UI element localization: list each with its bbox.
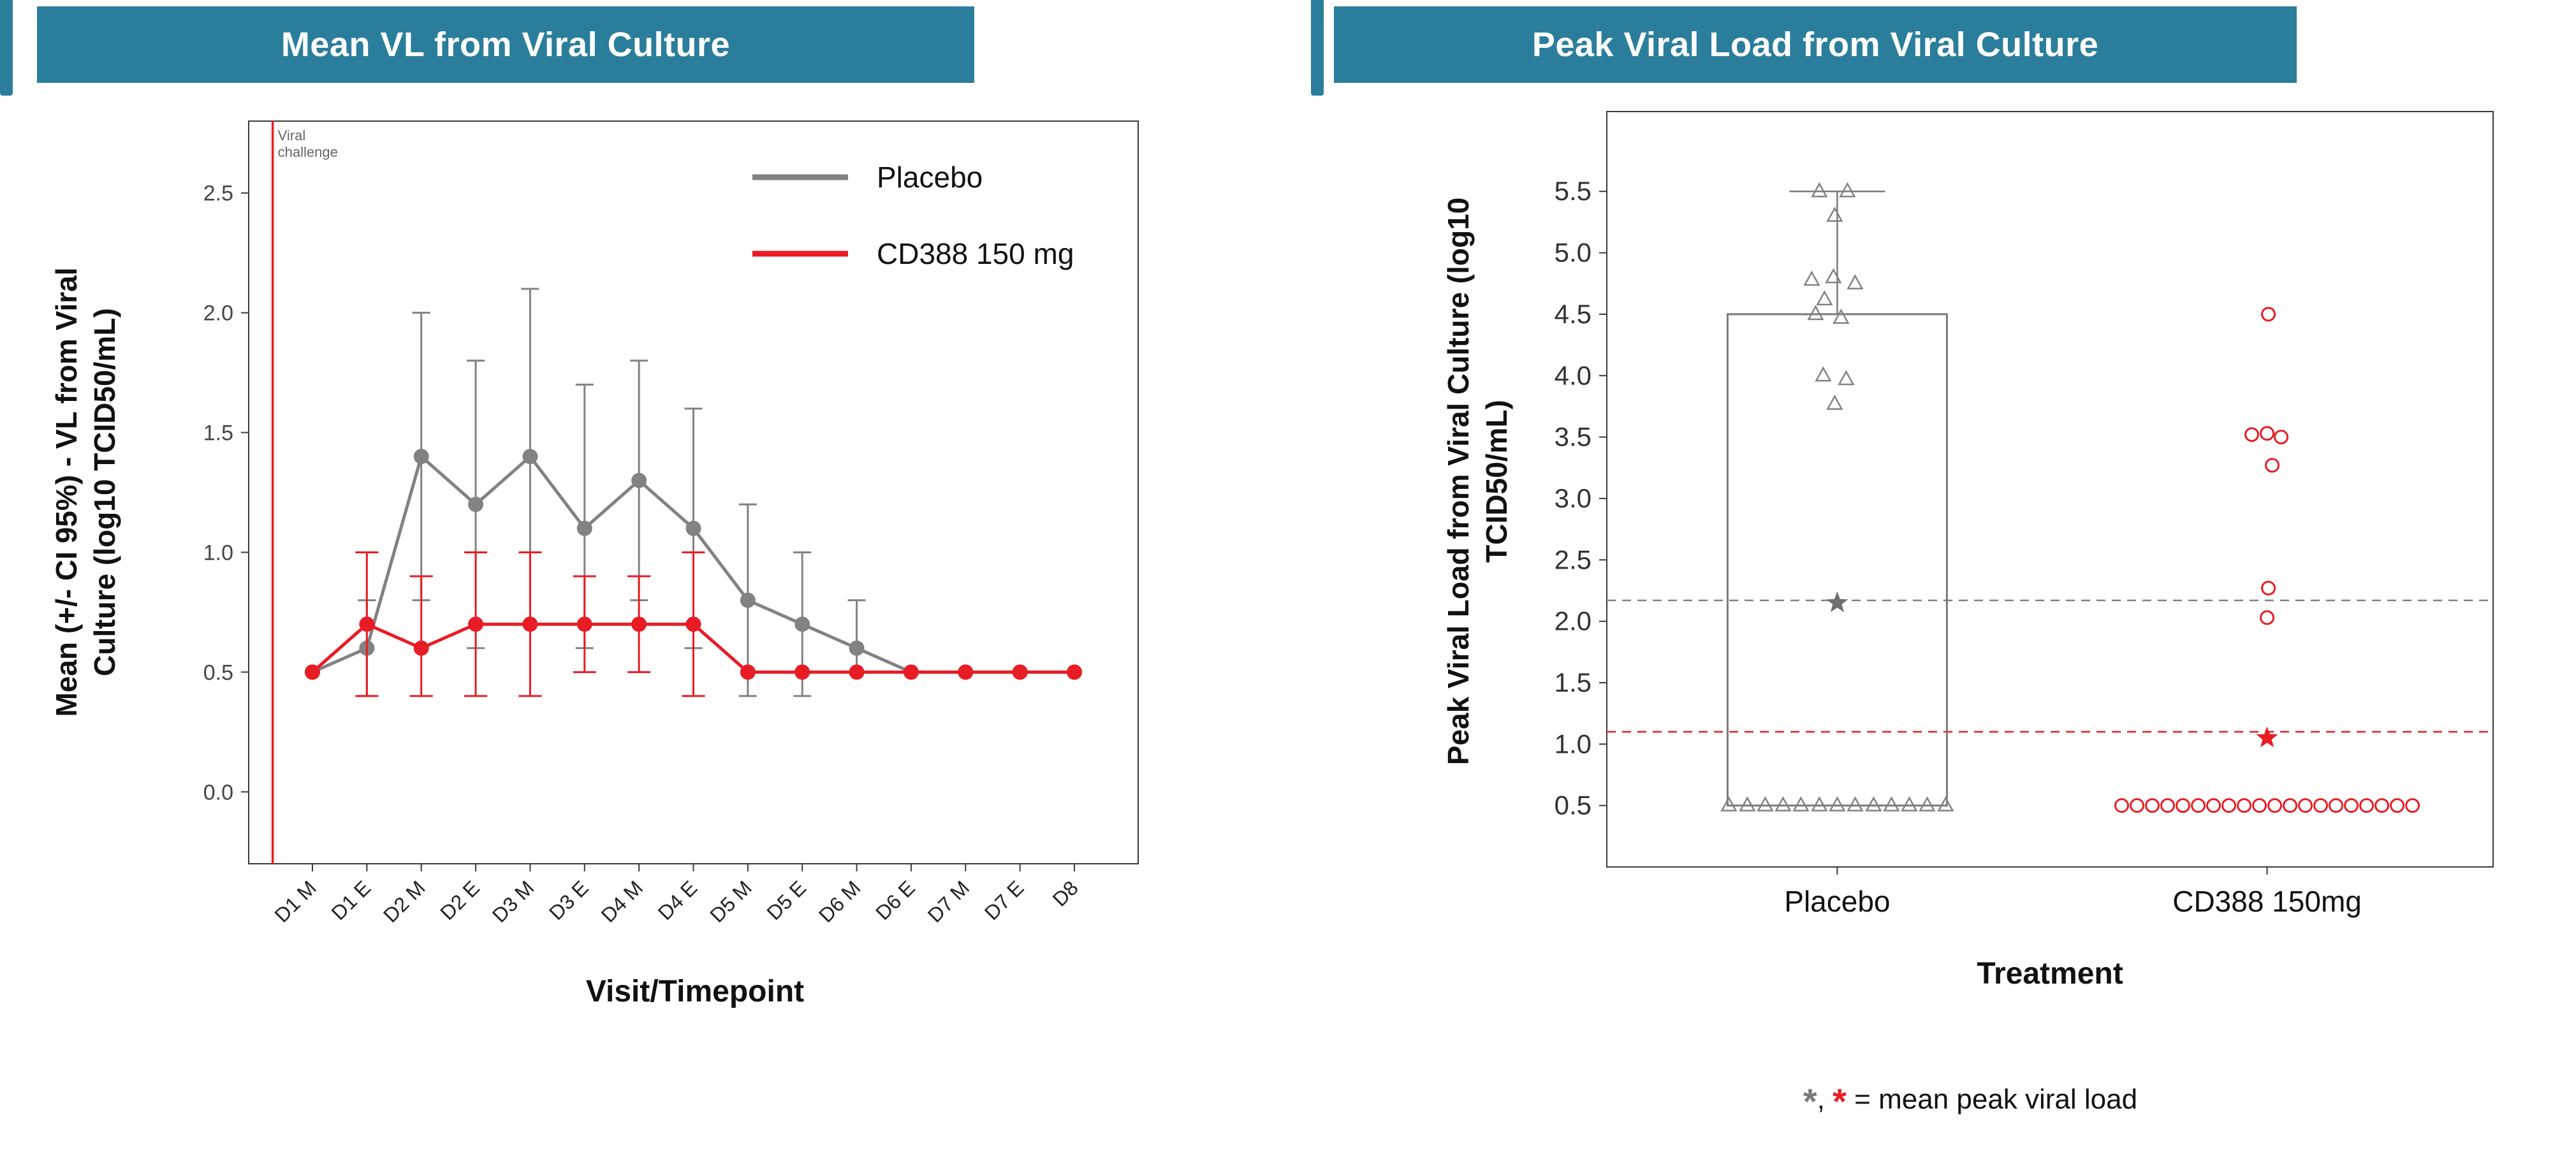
y-tick-label: 1.5: [1555, 667, 1592, 697]
mean-vl-y-axis-label: Mean (+/- CI 95%) - VL from Viral Cultur…: [48, 267, 124, 717]
cd388-points: [2114, 307, 2420, 813]
footnote: *, * = mean peak viral load: [1620, 1083, 2321, 1119]
peak-vl-x-axis-label: Treatment: [1977, 957, 2123, 991]
y-tick-label: 1.0: [1555, 729, 1592, 759]
mean-vl-header: Mean VL from Viral Culture: [37, 6, 974, 83]
y-tick-label: 5.0: [1555, 238, 1592, 268]
x-tick-label: D2 M: [379, 876, 430, 927]
viral-challenge-label: Viral: [278, 127, 306, 143]
y-tick-label: 4.5: [1555, 299, 1592, 329]
y-tick-label: 0.0: [203, 780, 233, 804]
y-tick-label: 2.0: [203, 302, 233, 326]
x-tick-label: D1 M: [270, 876, 321, 927]
y-tick-label: 4.0: [1555, 360, 1592, 390]
x-tick-label: D7 E: [980, 876, 1028, 924]
y-tick-label: 5.5: [1555, 176, 1592, 206]
viral-challenge-label: challenge: [278, 144, 338, 160]
y-axis-label-line: Culture (log10 TCID50/mL): [88, 308, 121, 676]
y-tick-label: 0.5: [203, 660, 233, 685]
mean-star: [2256, 726, 2278, 748]
footnote-separator: ,: [1817, 1084, 1833, 1115]
gray-star-marker: *: [1803, 1080, 1817, 1121]
x-tick-label: D4 M: [597, 876, 648, 927]
y-tick-label: 3.5: [1555, 422, 1592, 452]
x-tick-label: D3 E: [545, 876, 593, 924]
y-tick-label: 1.5: [203, 421, 233, 446]
x-tick-label: D6 E: [871, 876, 919, 924]
y-axis-label-line: Mean (+/- CI 95%) - VL from Viral: [50, 267, 84, 717]
mean-vl-title: Mean VL from Viral Culture: [281, 25, 731, 64]
y-tick-label: 2.0: [1555, 606, 1592, 636]
footnote-text: = mean peak viral load: [1846, 1084, 2138, 1115]
x-tick-label: D4 E: [654, 876, 702, 924]
header-accent-bar-left: [0, 0, 13, 96]
x-tick-label: D5 E: [762, 876, 810, 924]
x-category-label: CD388 150mg: [2172, 885, 2362, 918]
y-axis-label-line: TCID50/mL): [1480, 400, 1513, 563]
x-tick-label: D8: [1048, 876, 1083, 910]
peak-vl-strip-chart: 0.5 1.0 1.5 2.0 2.5 3.0 3.5 4.0 4.5 5.0 5.5 Placebo…: [1555, 111, 2494, 918]
x-tick-label: D7 M: [923, 876, 974, 927]
plot-frame: [1606, 111, 2494, 868]
x-tick-label: D3 M: [488, 876, 539, 927]
peak-vl-header: Peak Viral Load from Viral Culture: [1334, 6, 2297, 83]
cd388-series: [305, 551, 1082, 697]
x-tick-label: D6 M: [814, 876, 865, 927]
placebo-points: [1720, 182, 1954, 811]
red-star-marker: *: [1833, 1080, 1847, 1121]
y-tick-label: 1.0: [203, 541, 233, 565]
header-accent-bar-right: [1311, 0, 1324, 96]
y-tick-label: 2.5: [1555, 544, 1592, 574]
peak-vl-y-axis-label: Peak Viral Load from Viral Culture (log1…: [1440, 198, 1516, 765]
y-tick-label: 0.5: [1555, 790, 1592, 820]
mean-vl-x-axis-label: Visit/Timepoint: [585, 975, 805, 1008]
mean-vl-line-chart: 0.0 0.5 1.0 1.5 2.0 2.5 D1 M D1 E D2 M D2 E D3 M D3…: [203, 120, 1139, 927]
y-tick-label: 2.5: [203, 182, 233, 206]
y-tick-label: 3.0: [1555, 483, 1592, 513]
x-tick-label: D2 E: [435, 876, 484, 924]
x-category-label: Placebo: [1784, 885, 1890, 918]
peak-vl-title: Peak Viral Load from Viral Culture: [1532, 25, 2099, 64]
x-tick-label: D5 M: [705, 876, 756, 927]
legend-label: CD388 150 mg: [877, 237, 1074, 270]
legend-label: Placebo: [877, 161, 983, 194]
mean-star: [1826, 591, 1848, 613]
y-axis-label-line: Peak Viral Load from Viral Culture (log1…: [1442, 197, 1475, 766]
x-tick-label: D1 E: [327, 876, 376, 924]
